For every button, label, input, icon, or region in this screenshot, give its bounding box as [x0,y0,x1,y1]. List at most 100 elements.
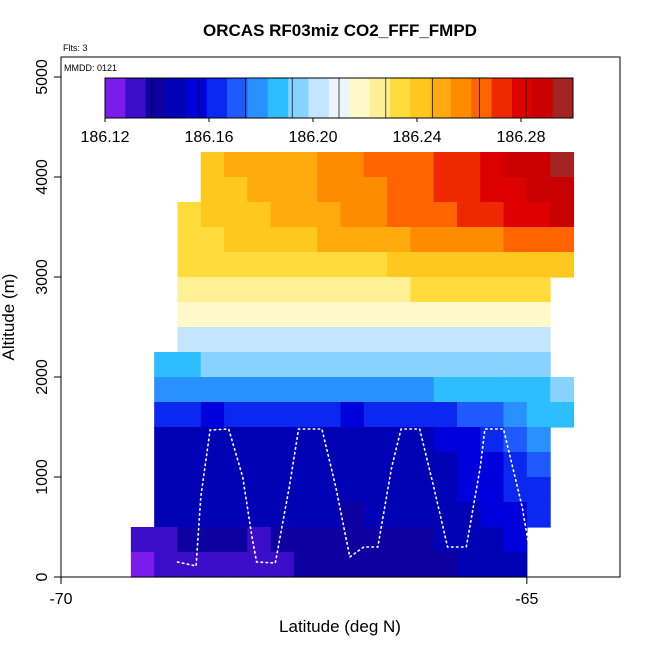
heatmap-cell [526,452,551,478]
heatmap-cell [503,302,528,328]
heatmap-cell [224,302,248,328]
heatmap-cell [340,252,365,278]
heatmap-cell [317,552,342,578]
heatmap-cell [410,502,435,528]
heatmap-cell [224,177,248,203]
y-tick-label: 2000 [34,359,51,395]
heatmap-cell [177,302,202,328]
heatmap-cell [433,477,458,503]
heatmap-cell [200,402,225,428]
heatmap-cell [550,202,575,228]
heatmap-cell [387,477,411,503]
heatmap-cell [293,202,318,228]
heatmap-cell [154,427,179,453]
heatmap-cell [480,377,505,403]
heatmap-cell [433,202,458,228]
heatmap-cell [247,377,272,403]
y-tick-label: 1000 [34,459,51,495]
heatmap-cell [317,502,342,528]
heatmap-cell [317,177,342,203]
flight-track [176,176,607,567]
colorbar-swatch [532,78,554,118]
heatmap-cell [340,227,365,253]
heatmap-cell [503,177,528,203]
heatmap-cell [503,377,528,403]
colorbar-tick-label: 186.12 [81,129,130,146]
heatmap-cell [177,427,202,453]
heatmap-cell [526,427,551,453]
heatmap-cell [433,177,458,203]
heatmap-cell [363,552,388,578]
heatmap-cell [363,202,388,228]
heatmap-cell [177,377,202,403]
heatmap-cell [480,477,505,503]
heatmap-cell [456,327,481,353]
heatmap-cell [503,427,528,453]
heatmap-cell [363,252,388,278]
heatmap-cell [247,452,272,478]
heatmap-cell [224,352,248,378]
colorbar-swatch [450,78,472,118]
heatmap-cell [224,202,248,228]
colorbar-swatch [186,78,208,118]
heatmap-cell [503,277,528,303]
heatmap-cell [433,152,458,178]
heatmap-cell [526,277,551,303]
heatmap-cell [456,277,481,303]
heatmap-cell [410,302,435,328]
heatmap-cell [526,152,551,178]
heatmap-cell [224,377,248,403]
heatmap-cell [387,377,411,403]
heatmap-cell [177,327,202,353]
heatmap-cell [433,302,458,328]
heatmap-cell [270,352,295,378]
heatmap-cell [456,452,481,478]
colorbar-swatch [166,78,187,118]
heatmap-cell [480,527,505,553]
heatmap-cell [293,177,318,203]
colorbar-swatch [267,78,289,118]
heatmap-cell [340,452,365,478]
heatmap-cell [503,152,528,178]
heatmap-cell [247,352,272,378]
heatmap-cell [270,552,295,578]
heatmap-cell [247,252,272,278]
heatmap-cells [130,152,575,578]
heatmap-cell [526,227,551,253]
heatmap-cell [433,402,458,428]
heatmap-cell [317,427,342,453]
heatmap-cell [224,152,248,178]
flights-label: Flts: 3 [63,43,88,53]
heatmap-cell [433,552,458,578]
heatmap-cell [363,327,388,353]
heatmap-cell [387,152,411,178]
heatmap-cell [503,227,528,253]
heatmap-cell [200,377,225,403]
y-tick-label: 5000 [34,59,51,95]
heatmap-cell [456,352,481,378]
colorbar-swatch [511,78,533,118]
heatmap-cell [200,527,225,553]
heatmap-cell [340,327,365,353]
heatmap-cell [433,327,458,353]
heatmap-cell [270,152,295,178]
heatmap-cell [550,377,575,403]
colorbar-swatch [125,78,147,118]
heatmap-cell [363,227,388,253]
heatmap-cell [550,252,575,278]
heatmap-cell [293,527,318,553]
heatmap-cell [480,327,505,353]
heatmap-cell [247,527,272,553]
heatmap-cell [387,527,411,553]
heatmap-cell [293,352,318,378]
heatmap-cell [363,302,388,328]
heatmap-cell [526,352,551,378]
heatmap-cell [177,402,202,428]
heatmap-cell [480,302,505,328]
heatmap-cell [340,477,365,503]
heatmap-cell [456,302,481,328]
heatmap-cell [317,327,342,353]
colorbar-frame [104,77,574,119]
heatmap-cell [456,202,481,228]
heatmap-cell [340,502,365,528]
